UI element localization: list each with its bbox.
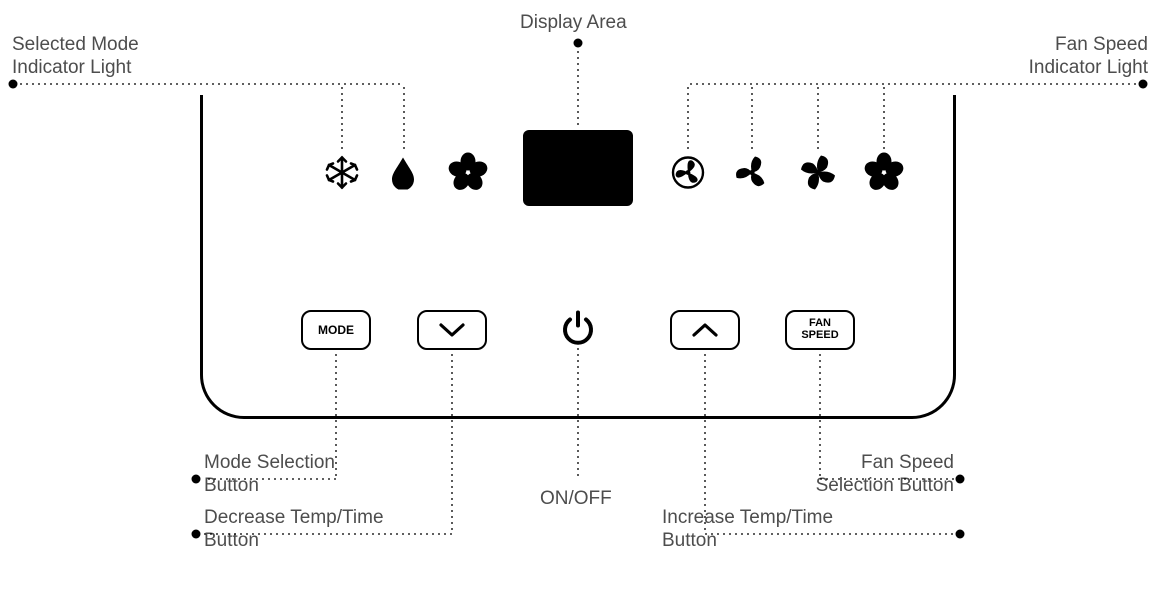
label-display-area: Display Area bbox=[520, 12, 627, 35]
snowflake-icon bbox=[324, 155, 360, 196]
fan-4blade-icon bbox=[798, 153, 838, 198]
fan-indicator-dot bbox=[1139, 80, 1148, 89]
fanspeed-button-label: FAN SPEED bbox=[801, 318, 838, 341]
chevron-down-icon bbox=[438, 321, 466, 339]
fan-3blade-icon bbox=[733, 154, 771, 197]
chevron-up-icon bbox=[691, 321, 719, 339]
display-area bbox=[523, 130, 633, 206]
label-mode-button: Mode Selection Button bbox=[204, 452, 335, 498]
label-increase-button: Increase Temp/Time Button bbox=[662, 507, 833, 553]
flower-icon bbox=[448, 153, 488, 198]
power-icon bbox=[560, 310, 596, 346]
fanspeed-button[interactable]: FAN SPEED bbox=[785, 310, 855, 350]
label-decrease-button: Decrease Temp/Time Button bbox=[204, 507, 384, 553]
fanspeed-button-dot bbox=[956, 475, 965, 484]
droplet-icon bbox=[390, 156, 416, 195]
fan-5blade-flower-icon bbox=[863, 152, 905, 199]
increase-button-dot bbox=[956, 530, 965, 539]
label-mode-indicator: Selected Mode Indicator Light bbox=[12, 34, 139, 80]
label-onoff: ON/OFF bbox=[540, 488, 612, 511]
power-button[interactable] bbox=[560, 310, 596, 351]
label-fan-indicator: Fan Speed Indicator Light bbox=[1029, 34, 1148, 80]
decrease-button[interactable] bbox=[417, 310, 487, 350]
decrease-button-dot bbox=[192, 530, 201, 539]
display-area-dot-top bbox=[574, 39, 583, 48]
mode-button[interactable]: MODE bbox=[301, 310, 371, 350]
fan-circle-icon bbox=[670, 155, 706, 196]
increase-button[interactable] bbox=[670, 310, 740, 350]
mode-button-dot bbox=[192, 475, 201, 484]
mode-button-label: MODE bbox=[318, 324, 354, 337]
label-fanspeed-button: Fan Speed Selection Button bbox=[816, 452, 954, 498]
mode-indicator-dot bbox=[9, 80, 18, 89]
